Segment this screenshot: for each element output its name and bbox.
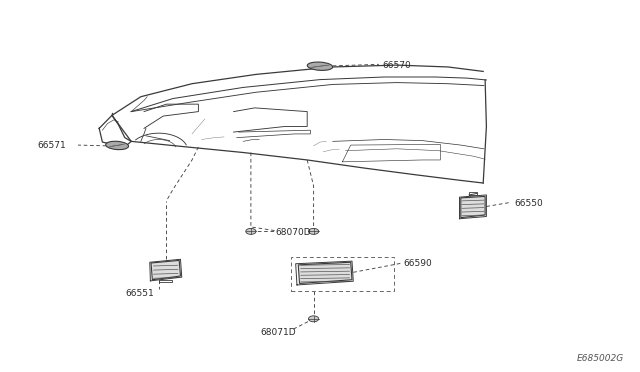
Text: 66570: 66570 xyxy=(383,61,412,70)
Polygon shape xyxy=(151,260,180,280)
Text: E685002G: E685002G xyxy=(577,354,624,363)
Text: 66571: 66571 xyxy=(37,141,66,150)
Text: 66590: 66590 xyxy=(403,259,432,268)
Text: 68071D: 68071D xyxy=(260,328,296,337)
Circle shape xyxy=(246,228,256,234)
Text: 68070D: 68070D xyxy=(275,228,311,237)
Text: 66551: 66551 xyxy=(125,289,154,298)
Text: 66550: 66550 xyxy=(514,199,543,208)
Ellipse shape xyxy=(106,141,129,150)
Circle shape xyxy=(308,228,319,234)
Circle shape xyxy=(308,316,319,322)
Ellipse shape xyxy=(307,62,333,70)
Polygon shape xyxy=(298,262,352,283)
Polygon shape xyxy=(461,196,485,218)
